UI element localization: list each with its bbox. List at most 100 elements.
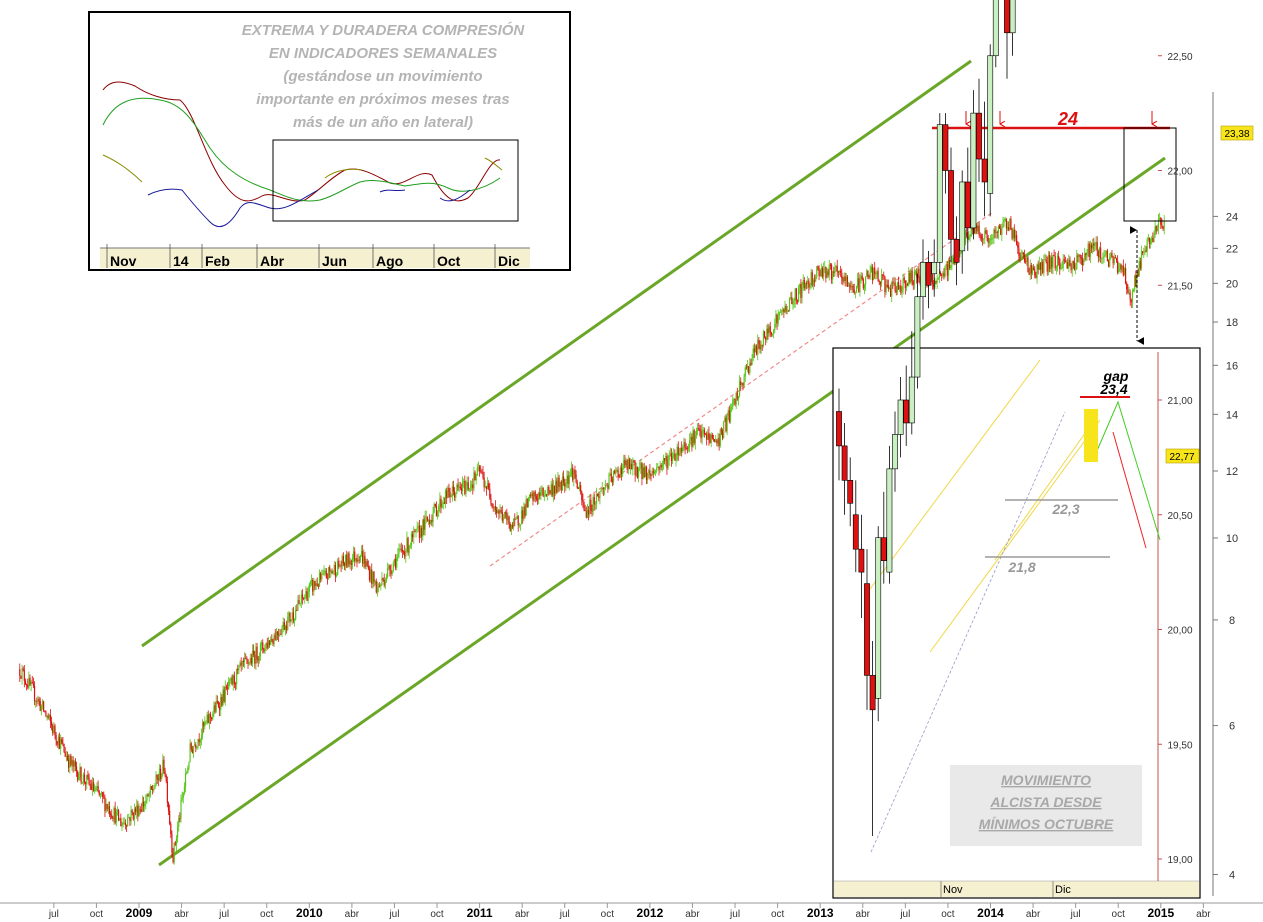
candle-61 <box>88 773 90 786</box>
candle-549 <box>642 463 644 480</box>
candle-935 <box>1080 254 1082 265</box>
candle-585 <box>683 437 685 452</box>
candle-555 <box>649 464 651 480</box>
candle-335 <box>399 544 401 552</box>
candle-995 <box>1148 237 1151 249</box>
candle-639 <box>744 365 746 382</box>
candle-909 <box>1051 252 1053 274</box>
candle-213 <box>261 640 263 651</box>
candle-439 <box>517 515 519 532</box>
candle-524 <box>614 469 616 475</box>
y-tick-20: 20 <box>1226 278 1238 290</box>
candle-788 <box>913 268 916 290</box>
candle-225 <box>274 628 276 641</box>
candle-24 <box>46 715 48 721</box>
inset-dashed-diagonal <box>870 411 1066 853</box>
indicator-x-tick-6: Oct <box>437 253 461 269</box>
candle-125 <box>161 772 163 782</box>
candle-627 <box>731 403 733 413</box>
candle-36 <box>60 734 62 755</box>
candle-514 <box>602 487 604 496</box>
candle-953 <box>1101 257 1103 264</box>
support-label-21-8: 21,8 <box>1007 559 1035 575</box>
candle-658 <box>766 324 768 343</box>
candle-20 <box>41 699 44 710</box>
x-tick-2: 2009 <box>126 906 153 920</box>
candle-591 <box>690 431 692 445</box>
candle-779 <box>903 275 905 284</box>
candle-155 <box>195 742 197 753</box>
candle-15 <box>36 697 38 707</box>
projection-green <box>1092 400 1161 541</box>
candle-446 <box>525 495 527 516</box>
candle-684 <box>795 287 797 305</box>
candle-991 <box>1144 245 1146 256</box>
candle-65 <box>92 778 95 792</box>
candle-101 <box>133 803 136 826</box>
candle-435 <box>513 518 515 531</box>
inset-daily-chart: 19,00 19,50 20,00 20,50 21,00 21,50 22,00 22,50… <box>832 0 1201 899</box>
candle-376 <box>446 487 448 504</box>
candle-957 <box>1105 250 1107 258</box>
indicator-compression-box <box>272 139 519 222</box>
candle-394 <box>466 476 468 492</box>
inset-y-tick-7: 22,50 <box>1167 52 1192 63</box>
candle-622 <box>725 414 727 433</box>
candle-2 <box>21 664 23 685</box>
candle-18 <box>39 697 41 712</box>
candle-413 <box>488 480 490 491</box>
candle-897 <box>1037 260 1039 275</box>
candle-762 <box>884 275 886 298</box>
candle-346 <box>412 530 414 542</box>
candle-951 <box>1098 246 1101 262</box>
candle-474 <box>557 472 559 493</box>
candle-492 <box>577 486 579 490</box>
candle-25 <box>47 713 49 720</box>
candle-329 <box>392 560 394 573</box>
candle-456 <box>536 493 539 505</box>
candle-178 <box>221 694 223 707</box>
candle-119 <box>154 782 156 790</box>
candle-674 <box>784 300 786 313</box>
candle-300 <box>359 554 361 563</box>
candle-575 <box>672 451 674 465</box>
candle-752 <box>872 267 875 281</box>
candle-345 <box>410 531 413 550</box>
candle-924 <box>1068 254 1070 273</box>
candle-975 <box>1126 281 1128 295</box>
candle-275 <box>331 568 333 574</box>
zoom-box <box>1123 127 1177 222</box>
candle-739 <box>858 272 860 293</box>
candle-508 <box>595 487 598 510</box>
candle-186 <box>230 676 232 684</box>
candle-926 <box>1070 263 1072 274</box>
candle-8 <box>28 671 30 690</box>
candle-571 <box>667 454 669 471</box>
candle-962 <box>1111 250 1113 258</box>
candle-509 <box>597 493 599 497</box>
candle-386 <box>457 478 459 491</box>
candle-276 <box>332 570 334 576</box>
candle-618 <box>720 427 723 436</box>
candle-73 <box>102 791 104 804</box>
candle-632 <box>736 387 738 401</box>
gap-label: gap <box>1103 368 1129 384</box>
candle-258 <box>312 577 314 596</box>
candle-488 <box>573 469 575 487</box>
inset-candle-9 <box>886 445 893 584</box>
indicator-x-axis: Nov 14 Feb Abr Jun Ago Oct Dic <box>106 244 520 269</box>
candle-481 <box>565 479 567 491</box>
candle-916 <box>1059 257 1061 275</box>
candle-442 <box>521 506 523 525</box>
candle-154 <box>194 739 196 747</box>
candle-972 <box>1122 259 1124 277</box>
x-tick-19: abr <box>856 909 871 920</box>
candle-517 <box>606 483 608 487</box>
candle-272 <box>328 566 330 580</box>
indicator-x-tick-7: Dic <box>498 253 520 269</box>
indicator-series-c-2 <box>379 189 471 202</box>
candle-245 <box>297 595 299 611</box>
candle-989 <box>1142 250 1144 256</box>
candle-165 <box>206 711 208 725</box>
x-tick-21: oct <box>941 909 955 920</box>
